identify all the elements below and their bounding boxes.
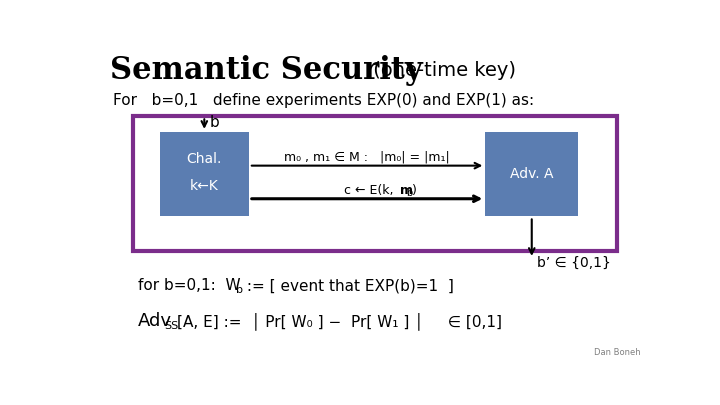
Text: m: m <box>400 184 413 197</box>
Text: [A, E] :=  │ Pr[ W₀ ] −  Pr[ W₁ ] │     ∈ [0,1]: [A, E] := │ Pr[ W₀ ] − Pr[ W₁ ] │ ∈ [0,1… <box>177 312 502 330</box>
Text: b: b <box>236 285 243 294</box>
Text: SS: SS <box>164 321 179 331</box>
Text: b: b <box>407 188 413 198</box>
Bar <box>132 116 617 251</box>
Text: (one-time key): (one-time key) <box>366 61 516 80</box>
Text: := [ event that EXP(b)=1  ]: := [ event that EXP(b)=1 ] <box>242 278 454 293</box>
Text: for b=0,1:  W: for b=0,1: W <box>138 278 240 293</box>
Text: m₀ , m₁ ∈ M :   |m₀| = |m₁|: m₀ , m₁ ∈ M : |m₀| = |m₁| <box>284 151 450 164</box>
Text: ): ) <box>412 184 417 197</box>
Bar <box>485 132 578 216</box>
Bar <box>160 132 249 216</box>
Text: For   b=0,1   define experiments EXP(0) and EXP(1) as:: For b=0,1 define experiments EXP(0) and … <box>113 94 534 109</box>
Text: c ← E(k,: c ← E(k, <box>344 184 397 197</box>
Text: Dan Boneh: Dan Boneh <box>593 347 640 356</box>
Text: Semantic Security: Semantic Security <box>110 55 423 86</box>
Text: k←K: k←K <box>190 179 219 193</box>
Text: b’ ∈ {0,1}: b’ ∈ {0,1} <box>537 256 611 270</box>
Text: Adv. A: Adv. A <box>510 167 554 181</box>
Text: Adv: Adv <box>138 312 172 330</box>
Text: b: b <box>210 115 220 130</box>
Text: Chal.: Chal. <box>186 152 222 166</box>
